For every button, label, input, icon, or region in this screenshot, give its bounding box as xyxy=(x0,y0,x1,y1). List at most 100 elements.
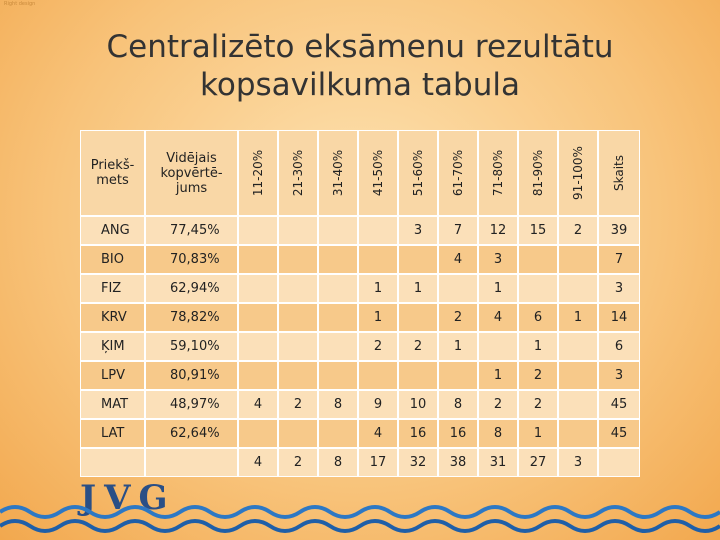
cell-text: 80,91% xyxy=(170,368,220,383)
table-cell: 27 xyxy=(518,448,558,477)
cell-text: 27 xyxy=(529,455,547,470)
cell-text: 4 xyxy=(493,310,503,325)
table-cell xyxy=(145,448,238,477)
table-cell: 71-80% xyxy=(478,130,518,216)
cell-text: LPV xyxy=(101,368,125,383)
table-cell xyxy=(598,448,640,477)
cell-text: ĶIM xyxy=(101,339,125,354)
cell-text: 2 xyxy=(533,397,543,412)
cell-text: 3 xyxy=(493,252,503,267)
table-cell: 3 xyxy=(598,274,640,303)
cell-text: 2 xyxy=(373,339,383,354)
table-cell: ANG xyxy=(80,216,145,245)
waves xyxy=(0,505,720,533)
cell-text: 1 xyxy=(493,281,503,296)
table-cell: 17 xyxy=(358,448,398,477)
table-cell xyxy=(238,332,278,361)
table-cell xyxy=(478,332,518,361)
cell-text: 77,45% xyxy=(170,223,220,238)
table-cell: Vidējais kopvērtē-jums xyxy=(145,130,238,216)
table-cell xyxy=(358,216,398,245)
cell-text: 9 xyxy=(373,397,383,412)
table-cell: 3 xyxy=(398,216,438,245)
table-cell: 14 xyxy=(598,303,640,332)
table-cell: 2 xyxy=(558,216,598,245)
cell-text: 1 xyxy=(533,426,543,441)
cell-text: 3 xyxy=(614,368,624,383)
table-cell xyxy=(238,216,278,245)
table-cell: 9 xyxy=(358,390,398,419)
cell-text: LAT xyxy=(101,426,125,441)
cell-text: 2 xyxy=(573,223,583,238)
cell-text: MAT xyxy=(101,397,129,412)
table-cell: 16 xyxy=(438,419,478,448)
table-cell: 4 xyxy=(438,245,478,274)
table-cell: 4 xyxy=(238,390,278,419)
table-cell: 38 xyxy=(438,448,478,477)
table-cell: 2 xyxy=(398,332,438,361)
table-cell: 12 xyxy=(478,216,518,245)
cell-text: 32 xyxy=(409,455,427,470)
table-cell: 2 xyxy=(278,448,318,477)
cell-text: Skaits xyxy=(612,155,626,191)
table-cell xyxy=(318,361,358,390)
cell-text: 4 xyxy=(373,426,383,441)
cell-text: 2 xyxy=(293,397,303,412)
table-cell: 2 xyxy=(438,303,478,332)
cell-text: 39 xyxy=(610,223,628,238)
table-cell xyxy=(278,274,318,303)
cell-text: 7 xyxy=(614,252,624,267)
cell-text: 8 xyxy=(333,397,343,412)
table-cell: 78,82% xyxy=(145,303,238,332)
cell-text: 21-30% xyxy=(291,149,305,197)
table-cell: 8 xyxy=(318,390,358,419)
table-cell: 15 xyxy=(518,216,558,245)
cell-text: 45 xyxy=(610,397,628,412)
table-cell: 62,94% xyxy=(145,274,238,303)
table-cell: 45 xyxy=(598,419,640,448)
table-cell: MAT xyxy=(80,390,145,419)
table-cell xyxy=(558,419,598,448)
cell-text: 1 xyxy=(453,339,463,354)
cell-text: 12 xyxy=(489,223,507,238)
cell-text: 4 xyxy=(453,252,463,267)
table-cell: 41-50% xyxy=(358,130,398,216)
table-cell: 91-100% xyxy=(558,130,598,216)
table-cell: 1 xyxy=(518,332,558,361)
cell-text: 7 xyxy=(453,223,463,238)
table-cell: 3 xyxy=(478,245,518,274)
table-cell xyxy=(80,448,145,477)
table-cell: 8 xyxy=(438,390,478,419)
cell-text: 31-40% xyxy=(331,149,345,197)
cell-text: 16 xyxy=(409,426,427,441)
table-cell: 6 xyxy=(598,332,640,361)
table-cell xyxy=(558,245,598,274)
table-cell: 6 xyxy=(518,303,558,332)
cell-text: 1 xyxy=(493,368,503,383)
cell-text: 1 xyxy=(373,281,383,296)
table-cell xyxy=(398,303,438,332)
table-cell: 48,97% xyxy=(145,390,238,419)
cell-text: BIO xyxy=(101,252,124,267)
cell-text: 59,10% xyxy=(170,339,220,354)
table-cell: 61-70% xyxy=(438,130,478,216)
table-cell: 21-30% xyxy=(278,130,318,216)
table-cell: 11-20% xyxy=(238,130,278,216)
cell-text: 71-80% xyxy=(491,149,505,197)
table-cell: 45 xyxy=(598,390,640,419)
watermark: Right design xyxy=(4,1,36,7)
cell-text: 38 xyxy=(449,455,467,470)
table-cell xyxy=(278,419,318,448)
table-cell: 4 xyxy=(238,448,278,477)
table-cell: 4 xyxy=(358,419,398,448)
cell-text: 3 xyxy=(413,223,423,238)
table-cell xyxy=(238,303,278,332)
cell-text: 4 xyxy=(253,397,263,412)
table-cell xyxy=(398,245,438,274)
cell-text: 1 xyxy=(413,281,423,296)
table-cell: 31 xyxy=(478,448,518,477)
table-cell xyxy=(318,419,358,448)
table-cell xyxy=(278,245,318,274)
table-cell: LAT xyxy=(80,419,145,448)
